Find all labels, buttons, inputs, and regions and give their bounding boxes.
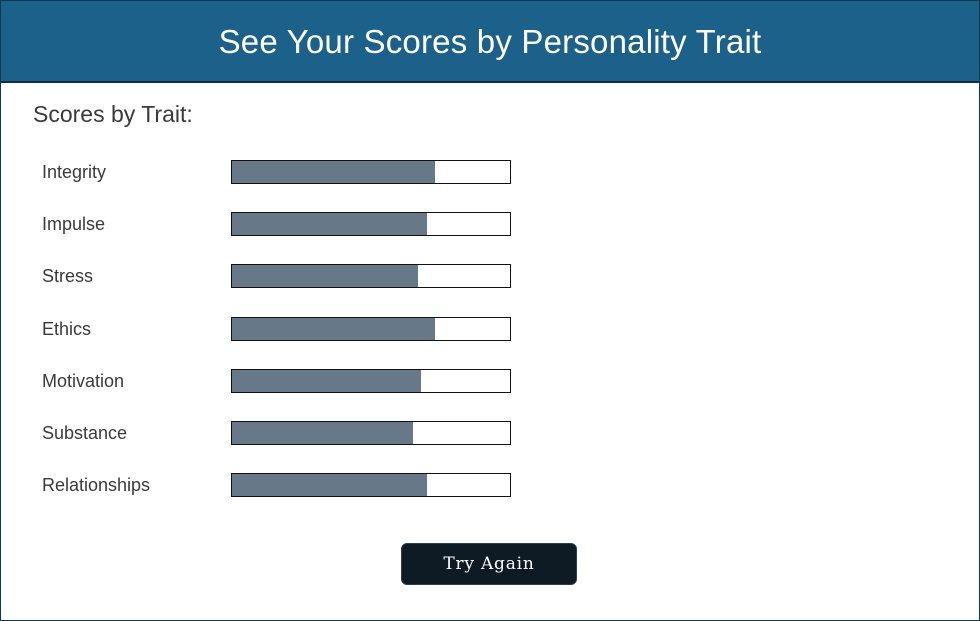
score-bar [231,421,511,445]
score-bar [231,264,511,288]
page-title: See Your Scores by Personality Trait [218,23,762,60]
score-bar [231,317,511,341]
trait-row-motivation: Motivation [1,369,979,395]
score-bar [231,212,511,236]
trait-row-stress: Stress [1,264,979,290]
score-bar-fill [232,474,427,496]
score-bar-fill [232,265,419,287]
trait-label: Substance [42,423,128,443]
score-bar [231,160,511,184]
trait-label: Motivation [42,371,125,391]
trait-label: Relationships [42,475,151,495]
score-bar [231,369,511,393]
score-bar-fill [232,422,413,444]
score-bar-fill [232,370,422,392]
trait-row-substance: Substance [1,421,979,447]
trait-row-integrity: Integrity [1,160,979,186]
trait-label: Stress [42,266,94,286]
score-bar-fill [232,318,435,340]
trait-label: Integrity [42,162,107,182]
score-bar-fill [232,213,427,235]
trait-label: Impulse [42,214,106,234]
score-bar [231,473,511,497]
trait-row-relationships: Relationships [1,473,979,499]
section-title: Scores by Trait: [33,101,193,127]
score-bar-fill [232,161,435,183]
trait-row-ethics: Ethics [1,317,979,343]
try-again-button[interactable]: Try Again [401,543,577,585]
trait-row-impulse: Impulse [1,212,979,238]
trait-label: Ethics [42,319,92,339]
page-header: See Your Scores by Personality Trait [1,1,979,83]
